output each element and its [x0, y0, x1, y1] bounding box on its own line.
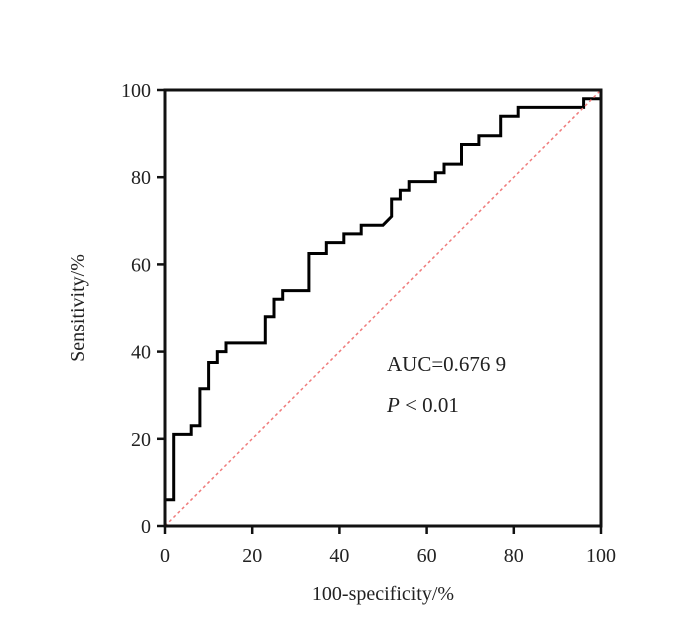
- y-tick-label-60: 60: [131, 254, 151, 276]
- x-axis-title: 100-specificity/%: [312, 583, 454, 605]
- p-value-annotation: P < 0.01: [386, 393, 459, 417]
- x-tick-label-80: 80: [504, 545, 524, 567]
- y-tick-label-100: 100: [121, 80, 151, 102]
- y-tick-label-40: 40: [131, 342, 151, 364]
- plot-frame: [163, 88, 603, 528]
- x-tick-label-100: 100: [586, 545, 616, 567]
- y-tick-label-80: 80: [131, 167, 151, 189]
- p-symbol: P: [386, 393, 400, 417]
- reference-line: [164, 89, 602, 527]
- x-tick-label-40: 40: [329, 545, 349, 567]
- x-tick-label-60: 60: [417, 545, 437, 567]
- auc-annotation: AUC=0.676 9: [387, 352, 506, 376]
- roc-curve: [163, 90, 603, 526]
- x-tick-label-0: 0: [160, 545, 170, 567]
- series-group: [163, 89, 603, 527]
- y-tick-label-20: 20: [131, 429, 151, 451]
- y-axis-title: Sensitivity/%: [67, 254, 89, 362]
- y-tick-label-0: 0: [141, 516, 151, 538]
- x-tick-label-20: 20: [242, 545, 262, 567]
- tick-labels: 0 20 40 60 80 100 0 20 40 60 80 100: [121, 80, 616, 567]
- p-value-text: < 0.01: [400, 393, 459, 417]
